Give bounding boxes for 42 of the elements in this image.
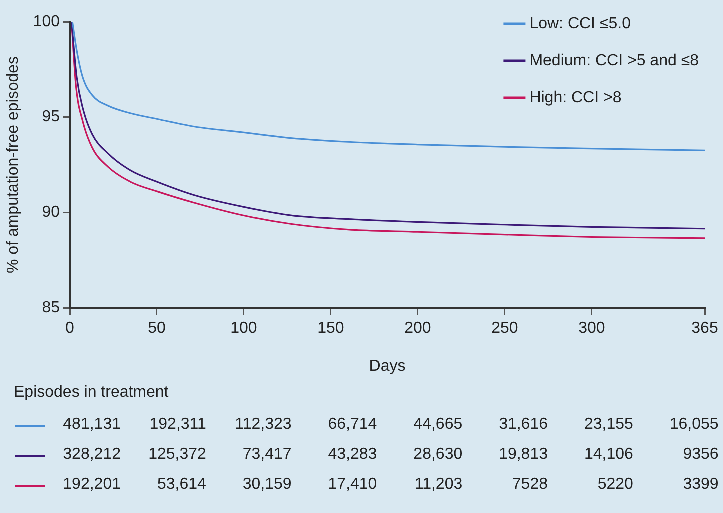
text: Episodes in treatment — [14, 384, 169, 402]
text: 31,616 — [499, 416, 548, 434]
y-tick-label: 100 — [33, 13, 60, 30]
x-tick-label: 250 — [492, 320, 518, 338]
text: 44,665 — [414, 416, 463, 434]
y-tick-label: 90 — [42, 204, 60, 222]
text: 16,055 — [670, 416, 719, 434]
x-tick-label: 50 — [148, 320, 166, 338]
text: 19,813 — [499, 446, 548, 464]
text: 11,203 — [414, 476, 463, 494]
text: 28,630 — [414, 446, 463, 464]
text: 5220 — [598, 476, 634, 494]
x-tick-label: 150 — [318, 320, 344, 338]
legend-label: Medium: CCI >5 and ≤8 — [530, 52, 700, 70]
x-tick-label: 0 — [66, 320, 75, 338]
text: 30,159 — [242, 476, 292, 494]
x-tick-label: 300 — [578, 320, 606, 338]
y-tick-label: 95 — [42, 108, 60, 126]
text: 23,155 — [584, 416, 634, 434]
legend-label: Low: CCI ≤5.0 — [530, 15, 632, 32]
text: 481,131 — [63, 416, 121, 434]
text: 66,714 — [328, 416, 378, 434]
text: 328,212 — [63, 446, 121, 464]
text: 73,417 — [242, 446, 292, 464]
y-axis-title: % of amputation-free episodes — [5, 56, 22, 274]
text: 3399 — [683, 476, 719, 494]
text: 9356 — [683, 446, 719, 464]
text: 14,106 — [584, 446, 634, 464]
text: 17,410 — [328, 476, 378, 494]
legend-label: High: CCI >8 — [530, 89, 622, 106]
text: 53,614 — [157, 476, 206, 494]
text: 125,372 — [148, 446, 206, 464]
text: 43,283 — [328, 446, 378, 464]
text: 7528 — [512, 476, 548, 494]
x-tick-label: 100 — [230, 320, 258, 338]
text: 112,323 — [235, 416, 292, 434]
x-axis-title: Days — [369, 358, 406, 375]
text: 192,201 — [63, 476, 121, 494]
x-tick-label: 200 — [404, 320, 432, 338]
y-tick-label: 85 — [42, 299, 60, 316]
x-tick-label: 365 — [692, 320, 718, 338]
text: 192,311 — [150, 416, 206, 434]
